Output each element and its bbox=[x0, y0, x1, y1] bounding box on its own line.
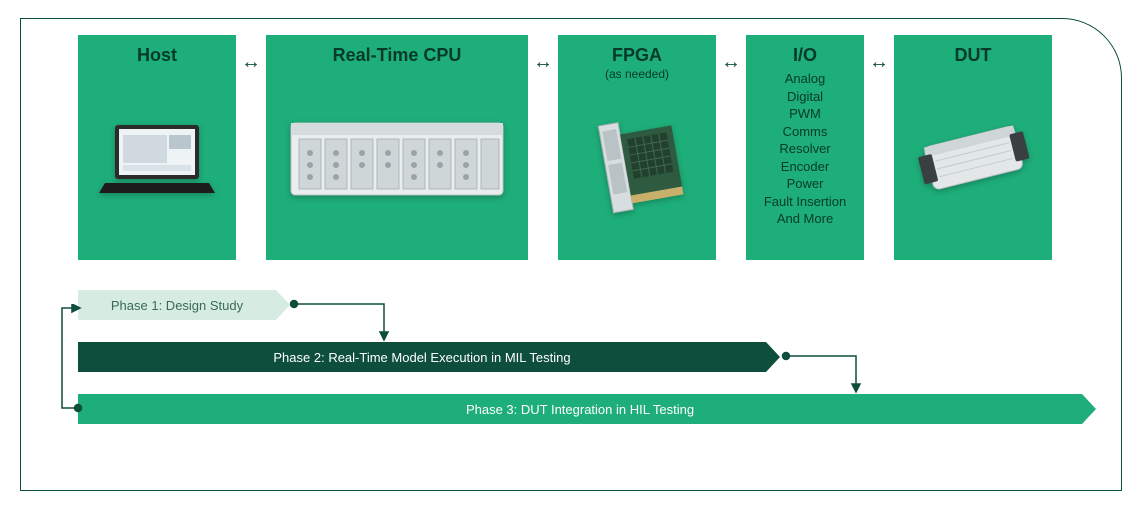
block-host-image bbox=[84, 66, 230, 252]
block-rtcpu-title: Real-Time CPU bbox=[333, 45, 462, 66]
laptop-icon bbox=[97, 119, 217, 199]
bidir-arrow-icon: ↔ bbox=[241, 51, 261, 74]
block-io: I/O AnalogDigitalPWMCommsResolverEncoder… bbox=[746, 35, 864, 260]
connector-p1-p2 bbox=[288, 298, 398, 346]
block-rtcpu: Real-Time CPU bbox=[266, 35, 528, 260]
block-rtcpu-image bbox=[272, 66, 522, 252]
io-list-item: PWM bbox=[764, 105, 846, 123]
phase-3-bar: Phase 3: DUT Integration in HIL Testing bbox=[78, 394, 1082, 424]
block-host: Host bbox=[78, 35, 236, 260]
io-list-item: Resolver bbox=[764, 140, 846, 158]
block-fpga-title: FPGA bbox=[612, 45, 662, 66]
io-list-item: Encoder bbox=[764, 158, 846, 176]
arrow-rtcpu-fpga: ↔ bbox=[528, 35, 558, 260]
phase-2-bar: Phase 2: Real-Time Model Execution in MI… bbox=[78, 342, 766, 372]
arrow-fpga-io: ↔ bbox=[716, 35, 746, 260]
phase-container: Phase 1: Design Study Phase 2: Real-Time… bbox=[78, 290, 1100, 446]
block-dut-title: DUT bbox=[955, 45, 992, 66]
fpga-card-icon bbox=[582, 112, 692, 222]
block-fpga-image bbox=[564, 81, 710, 252]
bidir-arrow-icon: ↔ bbox=[721, 51, 741, 74]
io-list-item: Fault Insertion bbox=[764, 193, 846, 211]
phase-1-label: Phase 1: Design Study bbox=[78, 298, 276, 313]
blocks-row: Host ↔ Real-Time CPU bbox=[78, 35, 1100, 260]
io-list-item: Digital bbox=[764, 88, 846, 106]
block-dut-image bbox=[900, 66, 1046, 252]
io-list-item: Power bbox=[764, 175, 846, 193]
phase-3-label: Phase 3: DUT Integration in HIL Testing bbox=[78, 402, 1082, 417]
ecu-icon bbox=[908, 114, 1038, 204]
phase-2-label: Phase 2: Real-Time Model Execution in MI… bbox=[78, 350, 766, 365]
pxi-chassis-icon bbox=[287, 109, 507, 209]
bidir-arrow-icon: ↔ bbox=[869, 51, 889, 74]
io-list: AnalogDigitalPWMCommsResolverEncoderPowe… bbox=[764, 70, 846, 228]
phase-3: Phase 3: DUT Integration in HIL Testing bbox=[78, 394, 1100, 424]
phase-1: Phase 1: Design Study bbox=[78, 290, 1100, 320]
bidir-arrow-icon: ↔ bbox=[533, 51, 553, 74]
io-list-item: And More bbox=[764, 210, 846, 228]
block-host-title: Host bbox=[137, 45, 177, 66]
block-dut: DUT bbox=[894, 35, 1052, 260]
phase-1-bar: Phase 1: Design Study bbox=[78, 290, 276, 320]
block-io-title: I/O bbox=[793, 45, 817, 66]
block-fpga-subtitle: (as needed) bbox=[605, 67, 669, 81]
block-fpga: FPGA (as needed) bbox=[558, 35, 716, 260]
connector-p3-p1 bbox=[54, 304, 84, 414]
io-list-item: Analog bbox=[764, 70, 846, 88]
arrow-host-rtcpu: ↔ bbox=[236, 35, 266, 260]
connector-p2-p3 bbox=[780, 350, 870, 398]
arrow-io-dut: ↔ bbox=[864, 35, 894, 260]
phase-2: Phase 2: Real-Time Model Execution in MI… bbox=[78, 342, 1100, 372]
io-list-item: Comms bbox=[764, 123, 846, 141]
